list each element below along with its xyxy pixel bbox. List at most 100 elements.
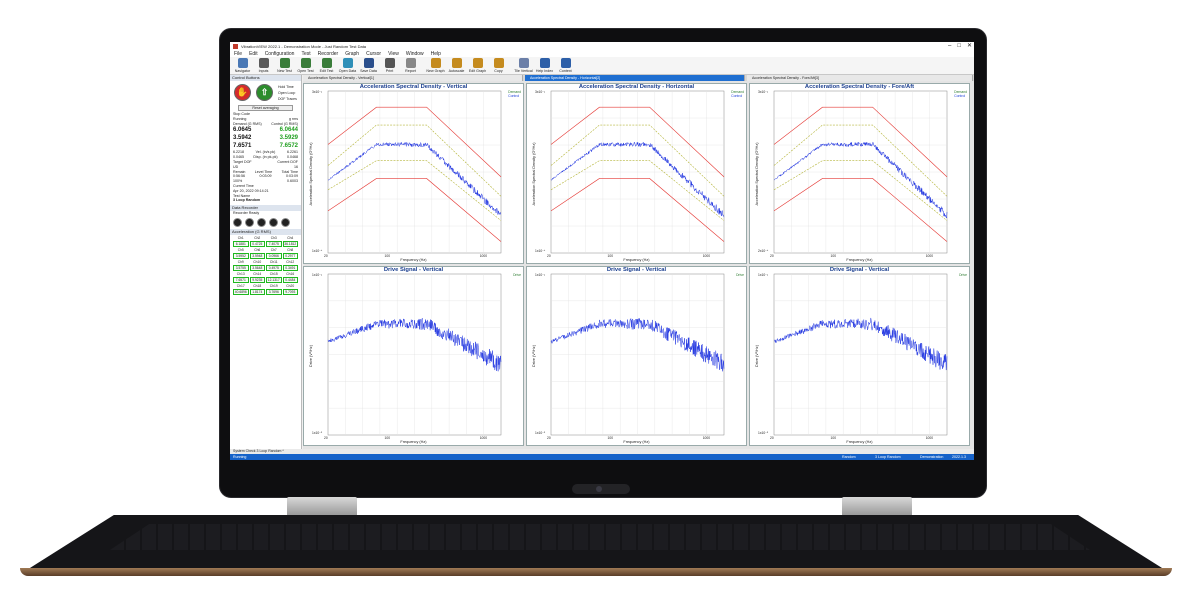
x-axis-label: Frequency (Hz) xyxy=(623,258,650,262)
toolbar-button-label: Open Data xyxy=(338,69,357,73)
y-axis-label: Drive (V²/Hz) xyxy=(755,345,759,367)
window-controls: – □ ✕ xyxy=(948,42,972,50)
toolbar-button[interactable]: Autoscale xyxy=(446,57,467,75)
menu-test[interactable]: Test xyxy=(301,50,311,57)
channel-label: Ch15 xyxy=(269,271,278,276)
test-status: Running xyxy=(233,116,247,121)
edit-test-icon xyxy=(321,58,332,68)
toolbar-button[interactable]: Tile Vertical xyxy=(513,57,534,75)
current-time-value: Apr 20, 2022 09:14:21 xyxy=(233,188,269,193)
menu-edit[interactable]: Edit xyxy=(249,50,258,57)
menu-cursor[interactable]: Cursor xyxy=(366,50,382,57)
report-icon xyxy=(405,58,416,68)
tab-asd-fore-aft[interactable]: Acceleration Spectral Density - Fore/Aft… xyxy=(747,75,973,81)
webcam-icon xyxy=(572,484,630,494)
y-tick-top: 1x10⁻¹ xyxy=(758,273,768,277)
status-unit: g rms xyxy=(289,116,298,121)
tab-asd-horizontal[interactable]: Acceleration Spectral Density - Horizont… xyxy=(525,75,745,81)
record-pause-icon[interactable] xyxy=(245,217,254,227)
graph-title: Drive Signal - Vertical xyxy=(606,267,667,273)
drive-graph-pane[interactable]: Drive Signal - Vertical Drive Drive (V²/Hz… xyxy=(303,266,524,446)
channel-label: Ch20 xyxy=(286,283,295,288)
open-data-icon xyxy=(342,58,353,68)
y-axis-label: Acceleration Spectral Density (G²/Hz) xyxy=(532,141,536,206)
maximize-button[interactable]: □ xyxy=(957,43,961,49)
reset-averaging-button[interactable]: Reset averaging xyxy=(238,105,293,111)
x-tick-label: 100 xyxy=(384,254,391,258)
legend-item: Control xyxy=(731,94,743,98)
menu-view[interactable]: View xyxy=(388,50,399,57)
asd-graph-pane[interactable]: Acceleration Spectral Density - Horizont… xyxy=(526,83,747,264)
hold-time-option[interactable]: Hold Time xyxy=(278,84,294,89)
channel-value: 1.8174 xyxy=(249,288,265,295)
x-tick-label: 100 xyxy=(830,436,837,440)
toolbar-button[interactable]: Edit Graph xyxy=(467,57,488,75)
y-axis-label: Drive (V²/Hz) xyxy=(309,345,313,367)
toolbar-button[interactable]: Context xyxy=(555,57,576,75)
x-tick-label: 20 xyxy=(547,254,551,258)
stop-button[interactable]: ✋ xyxy=(234,84,251,101)
toolbar-button-label: New Test xyxy=(277,69,292,73)
drive-graph-pane[interactable]: Drive Signal - Vertical Drive Drive (V²/Hz… xyxy=(526,266,747,446)
toolbar-button-label: Autoscale xyxy=(448,69,465,73)
toolbar-button[interactable]: Open Data xyxy=(337,57,358,75)
asd-graph-pane[interactable]: Acceleration Spectral Density - Vertical… xyxy=(303,83,524,264)
recorder-header: Data Recorder xyxy=(230,205,301,212)
y-tick-bottom: 1x10⁻⁵ xyxy=(535,431,546,435)
record-stop-icon[interactable] xyxy=(233,217,242,227)
toolbar-button[interactable]: Edit Test xyxy=(316,57,337,75)
menu-help[interactable]: Help xyxy=(430,50,441,57)
graph-legend: Demand Control xyxy=(731,90,744,98)
toolbar-button[interactable]: Help Index xyxy=(534,57,555,75)
tab-asd-vertical[interactable]: Acceleration Spectral Density - Vertical… xyxy=(303,75,523,81)
target-dof-label: Target DOF xyxy=(233,159,252,164)
channel-label: Ch9 xyxy=(237,259,244,264)
menu-configuration[interactable]: Configuration xyxy=(264,50,295,57)
x-axis-label: Frequency (Hz) xyxy=(400,258,427,262)
stop-code-label: Stop Code xyxy=(233,112,250,116)
toolbar-button[interactable]: Report xyxy=(400,57,421,75)
new-graph-icon xyxy=(430,58,441,68)
toolbar-button[interactable]: Print xyxy=(379,57,400,75)
dof-traces-option[interactable]: DOF Traces xyxy=(278,96,297,101)
toolbar-button[interactable]: New Test xyxy=(274,57,295,75)
start-button[interactable]: ⇧ xyxy=(256,84,273,101)
toolbar-button-label: Save Data xyxy=(360,69,377,73)
graph-title: Drive Signal - Vertical xyxy=(383,267,444,273)
record-start-icon[interactable] xyxy=(257,217,266,227)
velocity-label: Vel. (in/s pk) xyxy=(255,150,276,155)
help-index-icon xyxy=(539,58,550,68)
x-tick-label: 100 xyxy=(607,254,614,258)
toolbar-button-label: Report xyxy=(405,69,416,73)
toolbar-button[interactable]: New Graph xyxy=(425,57,446,75)
toolbar-button[interactable]: Copy xyxy=(488,57,509,75)
legend-item: Drive xyxy=(959,273,967,277)
toolbar-button-label: New Graph xyxy=(426,69,445,73)
close-button[interactable]: ✕ xyxy=(966,43,972,49)
minimize-button[interactable]: – xyxy=(948,43,952,49)
toolbar-button[interactable]: Open Test xyxy=(295,57,316,75)
channel-value: 3.5648 xyxy=(249,264,265,271)
menu-file[interactable]: File xyxy=(234,50,243,57)
asd-graph-pane[interactable]: Acceleration Spectral Density - Fore/Aft… xyxy=(749,83,970,264)
toolbar-button[interactable]: Inputs xyxy=(253,57,274,75)
drive-graph-pane[interactable]: Drive Signal - Vertical Drive Drive (V²/Hz… xyxy=(749,266,970,446)
record-marker-icon[interactable] xyxy=(281,217,290,227)
channel-label: Ch7 xyxy=(270,247,277,252)
total-time-header: Total Time xyxy=(281,169,298,174)
current-dof-label: Current DOF xyxy=(277,159,298,164)
menu-graph[interactable]: Graph xyxy=(345,50,360,57)
control-column-header: Control (G RMS) xyxy=(271,121,298,126)
toolbar-button[interactable]: Navigator xyxy=(232,57,253,75)
record-snapshot-icon[interactable] xyxy=(269,217,278,227)
menu-recorder[interactable]: Recorder xyxy=(317,50,339,57)
dof-count: 16 xyxy=(294,164,298,169)
toolbar-button-label: Tile Vertical xyxy=(514,69,533,73)
open-loop-option[interactable]: Open Loop xyxy=(278,90,296,95)
x-tick-label: 100 xyxy=(607,436,614,440)
menu-bar: File Edit Configuration Test Recorder Gr… xyxy=(230,50,974,57)
toolbar-button[interactable]: Save Data xyxy=(358,57,379,75)
legend-item: Drive xyxy=(736,273,744,277)
menu-window[interactable]: Window xyxy=(405,50,424,57)
y-tick-top: 3x10⁻¹ xyxy=(758,90,768,94)
